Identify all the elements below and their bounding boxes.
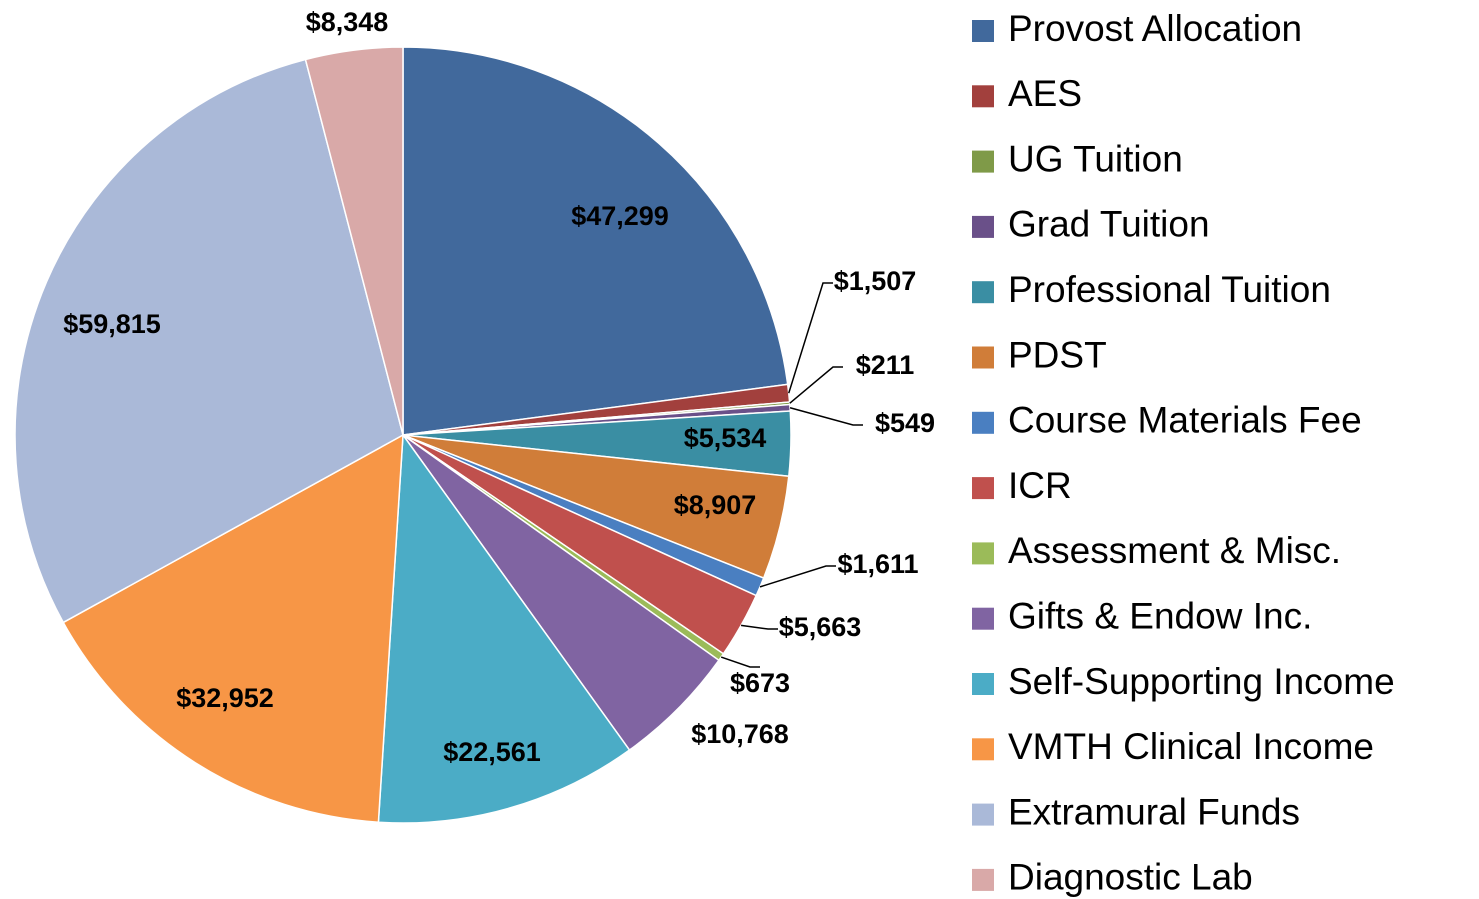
legend-label: Extramural Funds: [1008, 791, 1300, 832]
pie-slice: [377, 432, 631, 824]
pie-slice: [62, 433, 404, 824]
data-label: $549: [875, 408, 935, 438]
legend-swatch: [972, 346, 994, 369]
legend-swatch: [972, 85, 994, 108]
pie-slice: [14, 58, 404, 624]
legend-label: AES: [1008, 73, 1082, 114]
data-label: $47,299: [571, 201, 669, 231]
data-label: $59,815: [63, 309, 161, 339]
legend-label: Professional Tuition: [1008, 269, 1331, 310]
legend-swatch: [972, 673, 994, 695]
leader-line: [740, 624, 778, 630]
data-label: $8,348: [306, 7, 389, 37]
data-label: $10,768: [691, 719, 789, 749]
pie-slice: [304, 46, 404, 436]
legend-swatch: [972, 215, 994, 238]
leader-line: [788, 282, 833, 394]
legend-swatch: [972, 607, 994, 630]
leader-line: [720, 656, 760, 668]
legend-label: Assessment & Misc.: [1008, 530, 1341, 571]
data-label: $1,611: [837, 549, 918, 579]
data-label: $32,952: [176, 683, 274, 713]
legend-label: Grad Tuition: [1008, 204, 1210, 245]
data-label: $211: [856, 350, 915, 380]
legend-label: Diagnostic Lab: [1008, 857, 1253, 898]
legend-swatch: [972, 868, 994, 891]
data-label: $1,507: [834, 266, 917, 296]
legend-swatch: [972, 150, 994, 173]
legend-label: PDST: [1008, 334, 1107, 375]
legend-swatch: [972, 542, 994, 565]
legend-swatch: [972, 477, 994, 500]
legend-label: ICR: [1008, 465, 1072, 506]
data-label: $22,561: [443, 737, 541, 767]
data-label: $8,907: [674, 490, 757, 520]
data-label: $673: [730, 668, 790, 698]
leader-line: [789, 407, 863, 426]
pie-slice: [402, 46, 789, 436]
legend-swatch: [972, 281, 994, 304]
legend-label: UG Tuition: [1008, 138, 1183, 179]
data-label: $5,534: [684, 423, 767, 453]
data-label: $5,663: [779, 612, 862, 642]
legend-label: Self-Supporting Income: [1008, 661, 1395, 702]
leader-line: [759, 565, 836, 588]
legend-swatch: [972, 803, 994, 826]
legend-label: Gifts & Endow Inc.: [1008, 595, 1312, 636]
legend-label: VMTH Clinical Income: [1008, 726, 1374, 767]
legend-label: Course Materials Fee: [1008, 400, 1362, 441]
legend-label: Provost Allocation: [1008, 8, 1302, 49]
leader-line: [789, 366, 843, 404]
legend-swatch: [972, 411, 994, 434]
legend-swatch: [972, 738, 994, 761]
legend-swatch: [972, 20, 994, 42]
